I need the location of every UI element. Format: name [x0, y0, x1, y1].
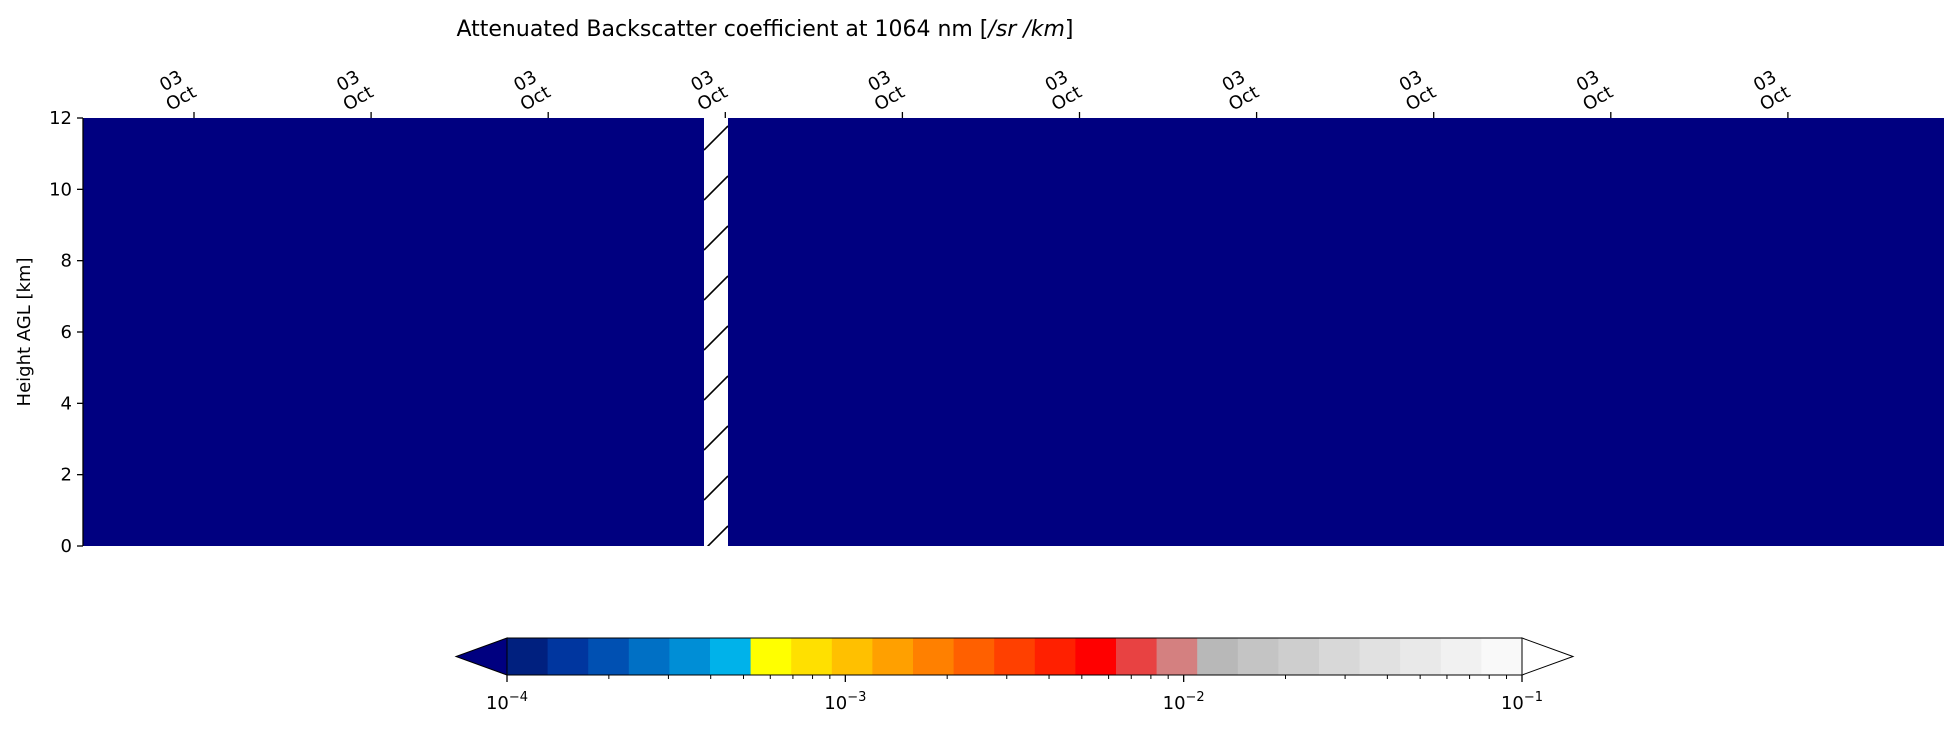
colorbar-swatch — [791, 638, 833, 675]
y-tick-label: 4 — [61, 393, 72, 414]
colorbar-swatch — [588, 638, 630, 675]
chart-title: Attenuated Backscatter coefficient at 10… — [456, 17, 1073, 42]
x-tick-label: 03Oct — [861, 64, 908, 115]
y-tick-label: 2 — [61, 465, 72, 486]
x-tick-label: 03Oct — [1392, 64, 1439, 115]
x-tick-label: 03Oct — [1569, 64, 1616, 115]
colorbar-swatch — [1116, 638, 1158, 675]
hatch-line — [704, 375, 728, 401]
hatch-line — [704, 175, 728, 201]
plot-area — [83, 118, 1944, 546]
y-tick-label: 0 — [61, 536, 72, 557]
colorbar-swatch — [1237, 638, 1279, 675]
colorbar-tick-label: 10−3 — [824, 690, 866, 714]
hatch-line — [704, 275, 728, 301]
y-axis-label: Height AGL [km] — [14, 258, 35, 407]
colorbar-swatch — [507, 638, 549, 675]
colorbar-swatch — [1481, 638, 1523, 675]
colorbar: 10−4 10−3 10−2 10−1 — [454, 637, 1575, 714]
colorbar-swatch — [1278, 638, 1320, 675]
colorbar-swatch — [1440, 638, 1482, 675]
y-tick-label: 10 — [49, 179, 72, 200]
colorbar-tick-label: 10−1 — [1501, 690, 1543, 714]
x-tick-label: 03Oct — [1746, 64, 1793, 115]
hatch-line — [704, 225, 728, 251]
colorbar-swatch — [994, 638, 1036, 675]
colorbar-extend-high — [1521, 637, 1575, 676]
y-tick-label: 12 — [49, 108, 72, 129]
x-tick-label: 03Oct — [684, 64, 731, 115]
colorbar-swatch — [1197, 638, 1239, 675]
y-tick-label: 8 — [61, 251, 72, 272]
colorbar-swatch — [547, 638, 589, 675]
colorbar-swatch — [750, 638, 792, 675]
hatch-line — [706, 525, 728, 546]
colorbar-swatch — [1034, 638, 1076, 675]
backscatter-field-right — [728, 118, 1944, 546]
colorbar-swatch — [669, 638, 711, 675]
hatch-line — [704, 425, 728, 451]
colorbar-swatch — [1156, 638, 1198, 675]
colorbar-outline — [506, 637, 1523, 676]
colorbar-extend-low — [454, 637, 508, 676]
colorbar-swatch — [1319, 638, 1361, 675]
x-tick-label: 03Oct — [1215, 64, 1262, 115]
colorbar-swatch — [953, 638, 995, 675]
hatch-line — [704, 475, 728, 501]
colorbar-swatch — [831, 638, 873, 675]
x-tick-label: 03Oct — [1038, 64, 1085, 115]
colorbar-tick-label: 10−4 — [486, 690, 528, 714]
hatch-line — [704, 125, 728, 151]
y-axis: 0 2 4 6 8 10 12 — [49, 108, 84, 557]
missing-data-gap — [704, 118, 728, 546]
hatch-line — [704, 325, 728, 351]
colorbar-swatch — [1400, 638, 1442, 675]
colorbar-swatch — [710, 638, 752, 675]
colorbar-swatch — [1359, 638, 1401, 675]
colorbar-swatch — [628, 638, 670, 675]
x-axis-top: 03Oct 03Oct 03Oct 03Oct 03Oct 03Oct 03Oct 03Oct… — [153, 64, 1794, 118]
missing-data-hatch — [704, 125, 728, 546]
x-tick-label: 03Oct — [330, 64, 377, 115]
x-tick-label: 03Oct — [153, 64, 200, 115]
backscatter-field-left — [83, 118, 704, 546]
colorbar-tick-label: 10−2 — [1163, 690, 1205, 714]
colorbar-swatch — [872, 638, 914, 675]
colorbar-swatch — [913, 638, 955, 675]
x-tick-label: 03Oct — [507, 64, 554, 115]
colorbar-swatch — [1075, 638, 1117, 675]
y-tick-label: 6 — [61, 322, 72, 343]
